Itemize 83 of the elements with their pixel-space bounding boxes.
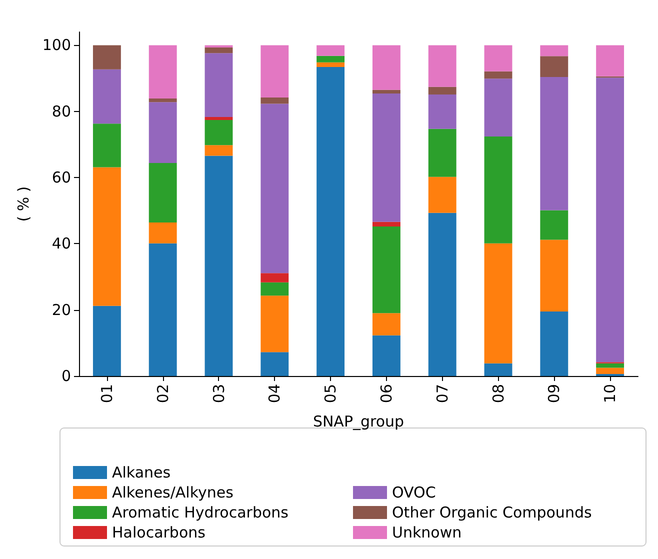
- bar: [372, 90, 400, 94]
- bar: [372, 222, 400, 226]
- legend-label: Alkenes/Alkynes: [112, 484, 234, 502]
- bar: [260, 104, 289, 274]
- y-tick-label: 100: [42, 36, 71, 54]
- x-tick-label: 06: [377, 384, 396, 404]
- bar: [428, 212, 456, 376]
- bar: [372, 313, 400, 336]
- bar: [596, 363, 624, 368]
- legend-label: Alkanes: [112, 464, 171, 482]
- bar: [484, 45, 512, 72]
- y-axis-title: ( % ): [14, 186, 32, 222]
- bar: [428, 45, 456, 87]
- bar: [596, 45, 624, 76]
- bar: [204, 145, 233, 156]
- y-tick-label: 0: [61, 367, 71, 385]
- bar: [428, 176, 456, 213]
- y-tick-label: 40: [52, 234, 71, 253]
- x-tick-label: 08: [489, 384, 508, 404]
- bar: [204, 53, 233, 118]
- bar: [148, 102, 177, 163]
- y-tick-label: 60: [52, 168, 71, 187]
- bar: [372, 45, 400, 90]
- bar: [92, 167, 121, 306]
- bar: [148, 162, 177, 223]
- bar: [148, 222, 177, 244]
- bar: [596, 368, 624, 374]
- bar: [540, 210, 568, 240]
- x-tick-label: 02: [154, 384, 172, 404]
- bar: [484, 363, 512, 376]
- bar: [148, 45, 177, 98]
- bar: [484, 71, 512, 79]
- bar: [316, 56, 345, 62]
- bar: [372, 226, 400, 314]
- bar: [204, 120, 233, 146]
- bar: [428, 128, 456, 177]
- x-tick-label: 09: [545, 384, 564, 404]
- bar: [372, 94, 400, 222]
- legend-label: Aromatic Hydrocarbons: [112, 504, 289, 522]
- x-axis-title: SNAP_group: [312, 412, 404, 430]
- bar: [540, 76, 568, 210]
- bar: [92, 69, 121, 124]
- bar: [92, 306, 121, 376]
- bar: [540, 312, 568, 376]
- bar: [316, 67, 345, 376]
- bar: [484, 243, 512, 364]
- bar: [148, 243, 177, 376]
- bar: [372, 335, 400, 376]
- x-tick-label: 01: [98, 384, 116, 404]
- x-tick-label: 03: [210, 384, 228, 404]
- legend-label: Unknown: [392, 524, 462, 542]
- bar: [428, 86, 456, 95]
- legend-label: OVOC: [392, 484, 436, 502]
- legend-label: Other Organic Compounds: [392, 504, 592, 522]
- x-tick-label: 10: [601, 384, 620, 404]
- bar: [92, 124, 121, 168]
- bar: [428, 94, 456, 129]
- x-tick-label: 07: [433, 384, 452, 404]
- y-tick-label: 20: [52, 300, 71, 319]
- bar: [204, 117, 233, 120]
- bar: [484, 136, 512, 244]
- bar: [260, 352, 289, 376]
- bar: [316, 45, 345, 56]
- legend-label: Halocarbons: [112, 524, 206, 542]
- bar: [260, 282, 289, 296]
- bar: [204, 48, 233, 54]
- bar: [260, 45, 289, 98]
- bar: [540, 240, 568, 312]
- bar: [92, 45, 121, 70]
- bar: [596, 78, 624, 362]
- bar: [204, 156, 233, 376]
- bar: [260, 296, 289, 352]
- x-tick-label: 05: [322, 384, 340, 404]
- y-tick-label: 80: [52, 102, 71, 120]
- bar: [204, 45, 233, 48]
- bar: [148, 98, 177, 102]
- x-tick-label: 04: [266, 384, 284, 404]
- bar: [540, 56, 568, 77]
- bar: [316, 62, 345, 68]
- bar: [540, 45, 568, 56]
- bar: [260, 273, 289, 282]
- bar: [260, 97, 289, 104]
- bar: [484, 78, 512, 137]
